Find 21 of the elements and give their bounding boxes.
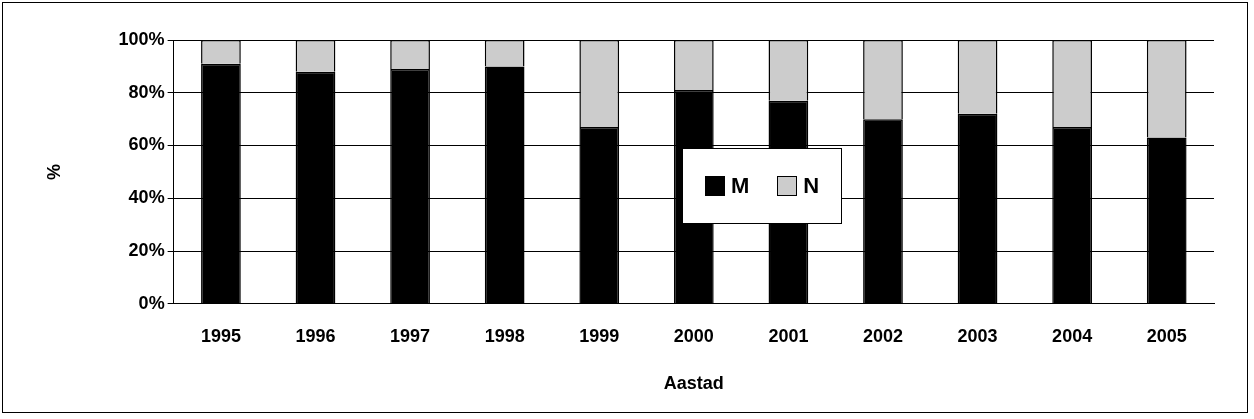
y-tick-label: 0% [138, 292, 165, 313]
x-tick-label: 2003 [957, 325, 998, 346]
y-tick-label: 100% [118, 28, 165, 49]
x-tick-label: 2004 [1052, 325, 1093, 346]
x-tick-label: 2001 [768, 325, 809, 346]
x-tick-label: 2000 [673, 325, 714, 346]
x-tick-label: 1997 [390, 325, 431, 346]
x-axis-title: Aastad [663, 373, 724, 394]
y-tick-label: 20% [128, 240, 165, 261]
y-tick-label: 80% [128, 81, 165, 102]
x-tick-label: 1999 [579, 325, 620, 346]
y-tick-label: 40% [128, 187, 165, 208]
y-axis-title: % [43, 163, 64, 180]
legend-label: N [803, 173, 820, 199]
x-tick-label: 1996 [295, 325, 336, 346]
x-tick-label: 1995 [200, 325, 241, 346]
y-tick-label: 60% [128, 134, 165, 155]
legend-label: M [731, 173, 750, 199]
x-tick-label: 2002 [862, 325, 903, 346]
x-tick-label: 2005 [1146, 325, 1187, 346]
x-tick-label: 1998 [484, 325, 525, 346]
